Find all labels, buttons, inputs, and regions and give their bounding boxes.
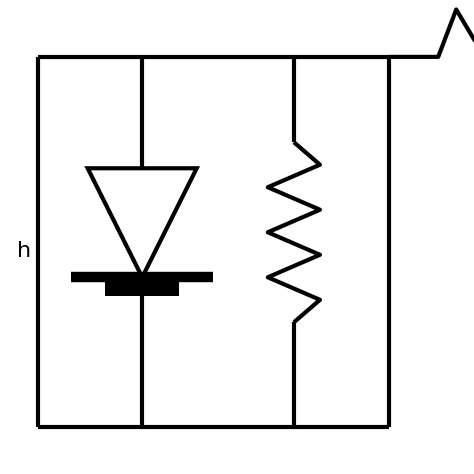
Polygon shape — [88, 168, 197, 277]
Text: h: h — [17, 241, 31, 261]
Bar — [105, 277, 179, 296]
